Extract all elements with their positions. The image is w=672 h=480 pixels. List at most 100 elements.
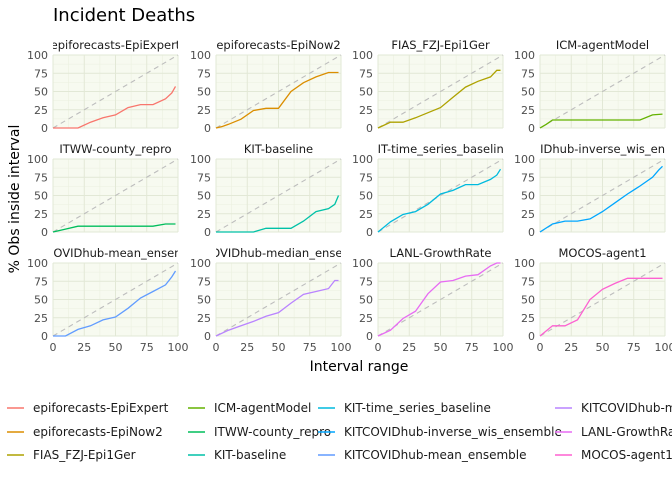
legend-item-3: ICM-agentModel xyxy=(188,401,311,415)
strip-label: LANL-GrowthRate xyxy=(390,246,492,260)
legend-label: MOCOS-agent1 xyxy=(581,448,672,462)
legend-label: KIT-time_series_baseline xyxy=(344,401,491,415)
y-tick-label: 75 xyxy=(34,67,48,80)
panel-10: LANL-GrowthRate 0 25 50 75 100 0 25 50 75 100 xyxy=(352,246,514,354)
y-tick-label: 25 xyxy=(359,208,373,221)
reference-diagonal-line xyxy=(215,54,342,129)
y-tick-label: 0 xyxy=(528,330,535,343)
strip-label: KITCOVIDhub-inverse_wis_ensemble xyxy=(498,142,672,156)
panel-3: ICM-agentModel 0 25 50 75 100 xyxy=(514,38,666,135)
y-tick-label: 25 xyxy=(197,208,211,221)
y-tick-label: 75 xyxy=(521,67,535,80)
strip-label: ITWW-county_repro xyxy=(59,142,171,156)
legend-item-11: MOCOS-agent1 xyxy=(555,448,672,462)
x-tick-label: 25 xyxy=(402,341,416,354)
legend-label: ITWW-county_repro xyxy=(214,425,331,439)
y-tick-label: 75 xyxy=(34,275,48,288)
y-tick-label: 100 xyxy=(27,153,48,166)
reference-diagonal-line xyxy=(539,158,666,233)
series-line-7 xyxy=(539,165,663,233)
y-tick-label: 50 xyxy=(197,190,211,203)
legend-item-0: epiforecasts-EpiExpert xyxy=(7,401,169,415)
y-tick-label: 25 xyxy=(34,104,48,117)
y-tick-label: 0 xyxy=(41,226,48,239)
y-tick-label: 0 xyxy=(204,226,211,239)
y-tick-label: 0 xyxy=(41,330,48,343)
x-tick-label: 50 xyxy=(434,341,448,354)
reference-diagonal-line xyxy=(539,54,666,129)
x-tick-label: 100 xyxy=(655,341,672,354)
series-line-1 xyxy=(215,71,339,129)
y-tick-label: 75 xyxy=(197,67,211,80)
y-tick-label: 50 xyxy=(521,86,535,99)
legend-item-5: KIT-baseline xyxy=(188,448,286,462)
legend-label: KIT-baseline xyxy=(214,448,286,462)
legend-label: epiforecasts-EpiNow2 xyxy=(33,425,163,439)
legend-item-8: KITCOVIDhub-mean_ensemble xyxy=(318,448,526,462)
y-tick-label: 75 xyxy=(359,67,373,80)
strip-label: KIT-time_series_baseline xyxy=(370,142,511,156)
y-tick-label: 0 xyxy=(204,330,211,343)
y-tick-label: 25 xyxy=(197,104,211,117)
y-tick-label: 50 xyxy=(359,294,373,307)
legend-item-7: KITCOVIDhub-inverse_wis_ensemble xyxy=(318,425,562,439)
legend-item-9: KITCOVIDhub-median_ensemble xyxy=(555,401,672,415)
reference-diagonal-line xyxy=(52,262,179,337)
y-tick-label: 100 xyxy=(190,257,211,270)
panel-2: FIAS_FZJ-Epi1Ger 0 25 50 75 100 xyxy=(352,38,504,135)
strip-label: KIT-baseline xyxy=(244,142,313,156)
reference-diagonal-line xyxy=(215,262,342,337)
y-tick-label: 25 xyxy=(197,312,211,325)
reference-diagonal-line xyxy=(377,54,504,129)
y-tick-label: 50 xyxy=(521,294,535,307)
y-tick-label: 0 xyxy=(204,122,211,135)
x-tick-label: 25 xyxy=(77,341,91,354)
y-tick-label: 100 xyxy=(514,153,535,166)
legend-item-4: ITWW-county_repro xyxy=(188,425,331,439)
reference-diagonal-line xyxy=(52,54,179,129)
y-tick-label: 100 xyxy=(27,49,48,62)
series-line-0 xyxy=(53,86,177,129)
y-tick-label: 75 xyxy=(359,275,373,288)
y-tick-label: 0 xyxy=(366,226,373,239)
series-line-8 xyxy=(53,270,177,337)
y-tick-label: 50 xyxy=(34,190,48,203)
x-tick-label: 25 xyxy=(240,341,254,354)
y-tick-label: 75 xyxy=(521,275,535,288)
reference-diagonal-line xyxy=(377,158,504,233)
y-tick-label: 25 xyxy=(34,312,48,325)
series-line-11 xyxy=(539,277,663,337)
y-tick-label: 50 xyxy=(197,86,211,99)
x-tick-label: 50 xyxy=(596,341,610,354)
panel-1: epiforecasts-EpiNow2 0 25 50 75 100 xyxy=(190,38,342,135)
strip-label: epiforecasts-EpiNow2 xyxy=(216,38,340,52)
y-tick-label: 100 xyxy=(190,49,211,62)
y-tick-label: 75 xyxy=(197,171,211,184)
panel-6: KIT-time_series_baseline 0 25 50 75 100 xyxy=(352,142,511,239)
legend-label: KITCOVIDhub-mean_ensemble xyxy=(344,448,526,462)
x-tick-label: 0 xyxy=(375,341,382,354)
series-line-6 xyxy=(377,168,502,233)
strip-label: KITCOVIDhub-median_ensemble xyxy=(186,246,371,260)
strip-label: KITCOVIDhub-mean_ensemble xyxy=(28,246,203,260)
y-tick-label: 0 xyxy=(366,122,373,135)
legend-item-1: epiforecasts-EpiNow2 xyxy=(7,425,163,439)
legend: epiforecasts-EpiExpert epiforecasts-EpiNo… xyxy=(7,401,672,462)
panel-4: ITWW-county_repro 0 25 50 75 100 xyxy=(27,142,179,239)
legend-label: FIAS_FZJ-Epi1Ger xyxy=(33,448,136,462)
x-tick-label: 75 xyxy=(303,341,317,354)
reference-diagonal-line xyxy=(539,262,666,337)
legend-label: KITCOVIDhub-inverse_wis_ensemble xyxy=(344,425,562,439)
panel-7: KITCOVIDhub-inverse_wis_ensemble 0 25 50 75 1… xyxy=(498,142,672,239)
y-tick-label: 0 xyxy=(528,226,535,239)
y-tick-label: 75 xyxy=(34,171,48,184)
legend-label: LANL-GrowthRate xyxy=(581,425,672,439)
x-tick-label: 100 xyxy=(493,341,514,354)
x-tick-label: 100 xyxy=(168,341,189,354)
series-line-9 xyxy=(215,279,339,337)
y-tick-label: 100 xyxy=(27,257,48,270)
x-tick-label: 0 xyxy=(50,341,57,354)
x-axis-title: Interval range xyxy=(310,359,409,375)
legend-label: ICM-agentModel xyxy=(214,401,311,415)
